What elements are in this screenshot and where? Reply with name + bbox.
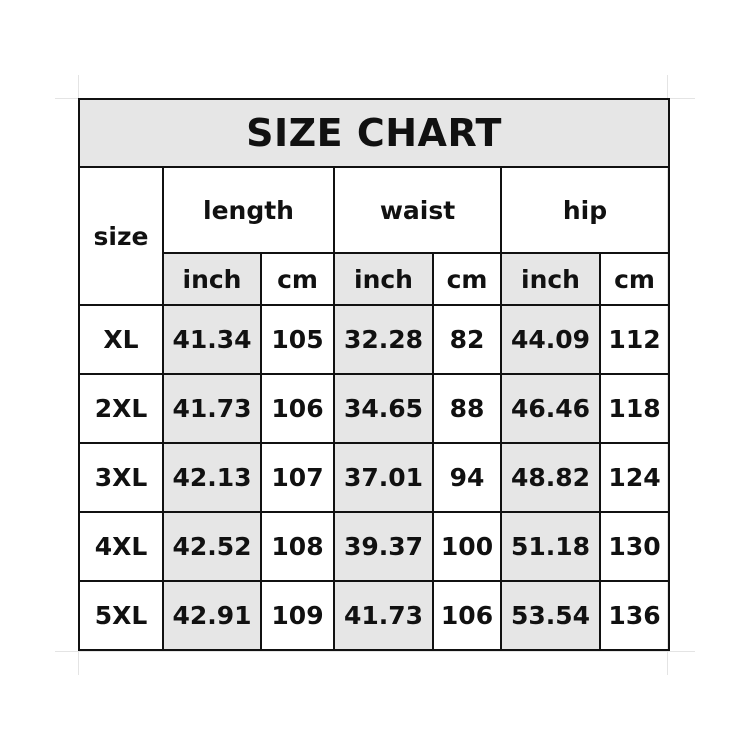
cm-cell: 112 <box>598 304 671 375</box>
table-row: 3XL 42.13 107 37.01 94 48.82 124 <box>78 442 671 513</box>
inch-cell: 32.28 <box>333 304 434 375</box>
table-row: 4XL 42.52 108 39.37 100 51.18 130 <box>78 511 671 582</box>
size-chart-table: SIZE CHART size length waist hip inch cm… <box>77 98 671 651</box>
inch-cell: 42.13 <box>162 442 262 513</box>
length-header: length <box>162 166 335 254</box>
cm-cell: 106 <box>260 373 335 444</box>
cm-cell: 136 <box>598 580 671 651</box>
cm-cell: 94 <box>432 442 502 513</box>
unit-header: inch <box>500 252 601 306</box>
guide-line <box>55 651 695 652</box>
size-cell: XL <box>78 304 164 375</box>
table-row: XL 41.34 105 32.28 82 44.09 112 <box>78 304 671 375</box>
size-header: size <box>78 166 164 306</box>
table-row: 5XL 42.91 109 41.73 106 53.54 136 <box>78 580 671 651</box>
cm-cell: 82 <box>432 304 502 375</box>
cm-cell: 109 <box>260 580 335 651</box>
waist-header: waist <box>333 166 502 254</box>
inch-cell: 39.37 <box>333 511 434 582</box>
inch-cell: 41.73 <box>333 580 434 651</box>
inch-cell: 37.01 <box>333 442 434 513</box>
chart-title: SIZE CHART <box>77 98 671 168</box>
inch-cell: 46.46 <box>500 373 601 444</box>
size-cell: 5XL <box>78 580 164 651</box>
cm-cell: 100 <box>432 511 502 582</box>
cm-cell: 108 <box>260 511 335 582</box>
hip-header: hip <box>499 166 671 254</box>
unit-header: cm <box>432 252 502 306</box>
inch-cell: 41.34 <box>162 304 262 375</box>
table-row: 2XL 41.73 106 34.65 88 46.46 118 <box>78 373 671 444</box>
inch-cell: 48.82 <box>500 442 601 513</box>
inch-cell: 53.54 <box>500 580 601 651</box>
cm-cell: 124 <box>598 442 671 513</box>
inch-cell: 42.91 <box>162 580 262 651</box>
cm-cell: 88 <box>432 373 502 444</box>
cm-cell: 105 <box>260 304 335 375</box>
inch-cell: 44.09 <box>500 304 601 375</box>
unit-header: inch <box>333 252 434 306</box>
cm-cell: 118 <box>598 373 671 444</box>
unit-header: inch <box>162 252 262 306</box>
cm-cell: 107 <box>260 442 335 513</box>
size-cell: 4XL <box>78 511 164 582</box>
unit-header: cm <box>260 252 335 306</box>
inch-cell: 34.65 <box>333 373 434 444</box>
size-cell: 2XL <box>78 373 164 444</box>
unit-header: cm <box>598 252 671 306</box>
inch-cell: 51.18 <box>500 511 601 582</box>
cm-cell: 130 <box>598 511 671 582</box>
inch-cell: 41.73 <box>162 373 262 444</box>
size-cell: 3XL <box>78 442 164 513</box>
cm-cell: 106 <box>432 580 502 651</box>
inch-cell: 42.52 <box>162 511 262 582</box>
